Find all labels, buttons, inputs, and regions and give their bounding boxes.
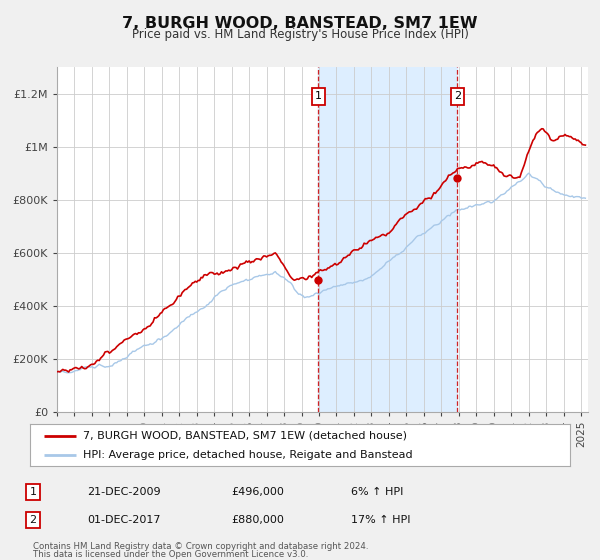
Text: Contains HM Land Registry data © Crown copyright and database right 2024.: Contains HM Land Registry data © Crown c… bbox=[33, 542, 368, 551]
Text: 1: 1 bbox=[315, 91, 322, 101]
Text: 1: 1 bbox=[29, 487, 37, 497]
Text: This data is licensed under the Open Government Licence v3.0.: This data is licensed under the Open Gov… bbox=[33, 550, 308, 559]
Text: 7, BURGH WOOD, BANSTEAD, SM7 1EW: 7, BURGH WOOD, BANSTEAD, SM7 1EW bbox=[122, 16, 478, 31]
Text: 01-DEC-2017: 01-DEC-2017 bbox=[87, 515, 161, 525]
Text: 2: 2 bbox=[29, 515, 37, 525]
Text: Price paid vs. HM Land Registry's House Price Index (HPI): Price paid vs. HM Land Registry's House … bbox=[131, 28, 469, 41]
Text: 6% ↑ HPI: 6% ↑ HPI bbox=[351, 487, 403, 497]
Text: 2: 2 bbox=[454, 91, 461, 101]
Bar bbox=[319, 67, 457, 412]
Text: £496,000: £496,000 bbox=[231, 487, 284, 497]
Text: £880,000: £880,000 bbox=[231, 515, 284, 525]
Text: 7, BURGH WOOD, BANSTEAD, SM7 1EW (detached house): 7, BURGH WOOD, BANSTEAD, SM7 1EW (detach… bbox=[83, 431, 407, 441]
Text: HPI: Average price, detached house, Reigate and Banstead: HPI: Average price, detached house, Reig… bbox=[83, 450, 413, 460]
Text: 21-DEC-2009: 21-DEC-2009 bbox=[87, 487, 161, 497]
Text: 17% ↑ HPI: 17% ↑ HPI bbox=[351, 515, 410, 525]
